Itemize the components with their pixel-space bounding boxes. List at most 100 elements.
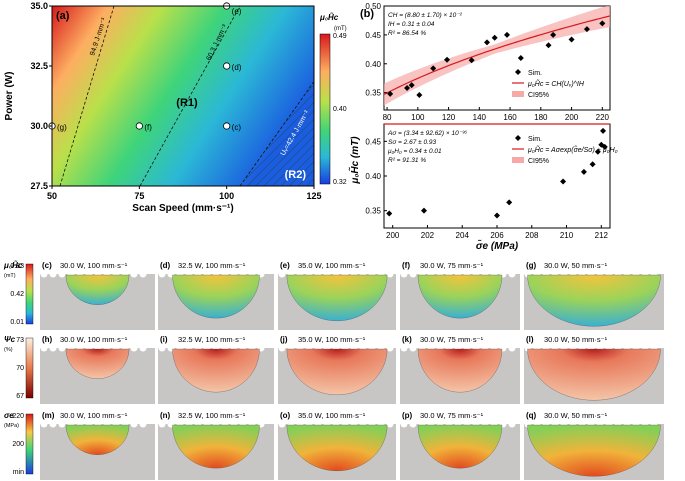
legend-band: [512, 91, 524, 97]
data-point: [601, 143, 608, 150]
data-point: [600, 127, 607, 134]
data-point: [560, 178, 567, 185]
data-point: [568, 36, 575, 43]
point-label: (f): [144, 123, 152, 132]
melt-pool: [65, 424, 130, 455]
row-quantity: μ₀H̃c: [3, 261, 23, 270]
region-label: (R2): [285, 169, 307, 181]
x-tick-label: 120: [442, 113, 456, 122]
x-tick-label: 200: [386, 231, 400, 240]
row-scalebar: [25, 263, 34, 325]
colorbar: [319, 33, 331, 185]
surface-bump: [508, 270, 516, 278]
x-tick-label: 100: [219, 191, 234, 201]
panel-label: (n): [160, 411, 171, 420]
data-point: [599, 20, 606, 27]
row-scale-tick: 220: [12, 413, 24, 420]
x-axis-label: Scan Speed (mm·s⁻¹): [132, 203, 233, 214]
data-point: [594, 148, 601, 155]
panel-label: (m): [42, 411, 55, 420]
panel-condition: 30.0 W, 100 mm·s⁻¹: [60, 335, 128, 344]
melt-pool: [527, 424, 661, 477]
surface-bump: [508, 420, 516, 428]
melt-pool: [527, 348, 661, 401]
surface-bump: [130, 344, 138, 352]
legend-entry: μ₀H̃c = CH(Uᵥ)^IH: [527, 80, 585, 88]
surface-bump: [278, 420, 286, 428]
x-tick-label: 125: [306, 191, 321, 201]
surface-bump: [508, 344, 516, 352]
data-point: [223, 62, 231, 70]
melt-pool: [286, 348, 388, 395]
fit-line: [383, 15, 611, 96]
x-tick-label: 50: [47, 191, 57, 201]
data-point: [491, 34, 498, 41]
point-label: (c): [232, 123, 242, 132]
colorbar-title: μ₀H̃c: [319, 13, 339, 22]
legend-entry: Sim.: [528, 70, 542, 77]
data-point: [517, 55, 524, 61]
surface-bump: [386, 270, 394, 278]
surface-bump: [58, 270, 66, 278]
data-point: [420, 207, 427, 214]
surface-bump: [409, 270, 417, 278]
panel-label: (d): [160, 261, 171, 270]
panel-condition: 30.0 W, 75 mm·s⁻¹: [420, 335, 484, 344]
y-tick-label: 0.50: [365, 2, 381, 11]
colorbar-unit: (mT): [334, 26, 347, 32]
surface-bump: [158, 420, 166, 428]
contour-line: [239, 81, 315, 187]
y-tick-label: 0.40: [365, 172, 381, 181]
x-tick-label: 200: [565, 113, 579, 122]
data-point: [580, 168, 587, 175]
panel-condition: 30.0 W, 50 mm·s⁻¹: [544, 335, 608, 344]
panel-condition: 30.0 W, 75 mm·s⁻¹: [420, 411, 484, 420]
row-scalebar: [25, 337, 34, 399]
melt-pool: [417, 274, 503, 319]
panel-label: (o): [280, 411, 291, 420]
panel-label: (l): [526, 335, 534, 344]
legend-entry: μ₀H̃c = Aσexp(σ̃e/Sσ) + μ₀H₀: [527, 146, 618, 154]
panel-label: (c): [42, 261, 52, 270]
legend-marker: [515, 69, 521, 75]
panel-label: (k): [402, 335, 412, 344]
data-point: [444, 56, 451, 63]
annotation: R² = 86.54 %: [388, 30, 426, 37]
x-tick-label: 204: [456, 231, 470, 240]
row-scale-tick: 73: [16, 337, 24, 344]
row-unit: (%): [4, 347, 13, 353]
x-tick-label: 210: [560, 231, 574, 240]
y-axis-label: Power (W): [4, 72, 15, 121]
surface-bump: [400, 270, 408, 278]
surface-bump: [58, 344, 66, 352]
x-tick-label: 100: [411, 113, 425, 122]
legend-band: [512, 157, 524, 163]
data-point: [223, 122, 231, 130]
row-quantity: Ψc: [4, 335, 16, 344]
panel-condition: 30.0 W, 75 mm·s⁻¹: [420, 261, 484, 270]
melt-pool: [286, 424, 388, 471]
panel-condition: 32.5 W, 100 mm·s⁻¹: [178, 335, 246, 344]
data-point: [550, 31, 557, 38]
data-point: [589, 161, 596, 168]
y-tick-label: 0.40: [365, 60, 381, 69]
row-scale-tick: 0.83: [10, 263, 24, 270]
surface-bump: [40, 344, 48, 352]
x-tick-label: 206: [490, 231, 504, 240]
surface-bump: [40, 420, 48, 428]
annotation: CH = (8.80 ± 1.70) × 10⁻²: [388, 12, 463, 19]
melt-pool: [527, 274, 661, 327]
x-tick-label: 160: [503, 113, 517, 122]
row-scale-tick: 70: [16, 365, 24, 372]
surface-bump: [130, 420, 138, 428]
point-label: (e): [232, 7, 242, 16]
surface-bump: [130, 270, 138, 278]
annotation: Aσ = (3.34 ± 92.62) × 10⁻³⁶: [387, 130, 467, 137]
data-point: [135, 122, 143, 130]
x-tick-label: 140: [473, 113, 487, 122]
row-scale-tick: 200: [12, 441, 24, 448]
annotation: Sσ = 2.67 ± 0.93: [388, 139, 437, 146]
data-point: [506, 199, 513, 206]
surface-bump: [139, 270, 147, 278]
data-point: [408, 82, 415, 89]
